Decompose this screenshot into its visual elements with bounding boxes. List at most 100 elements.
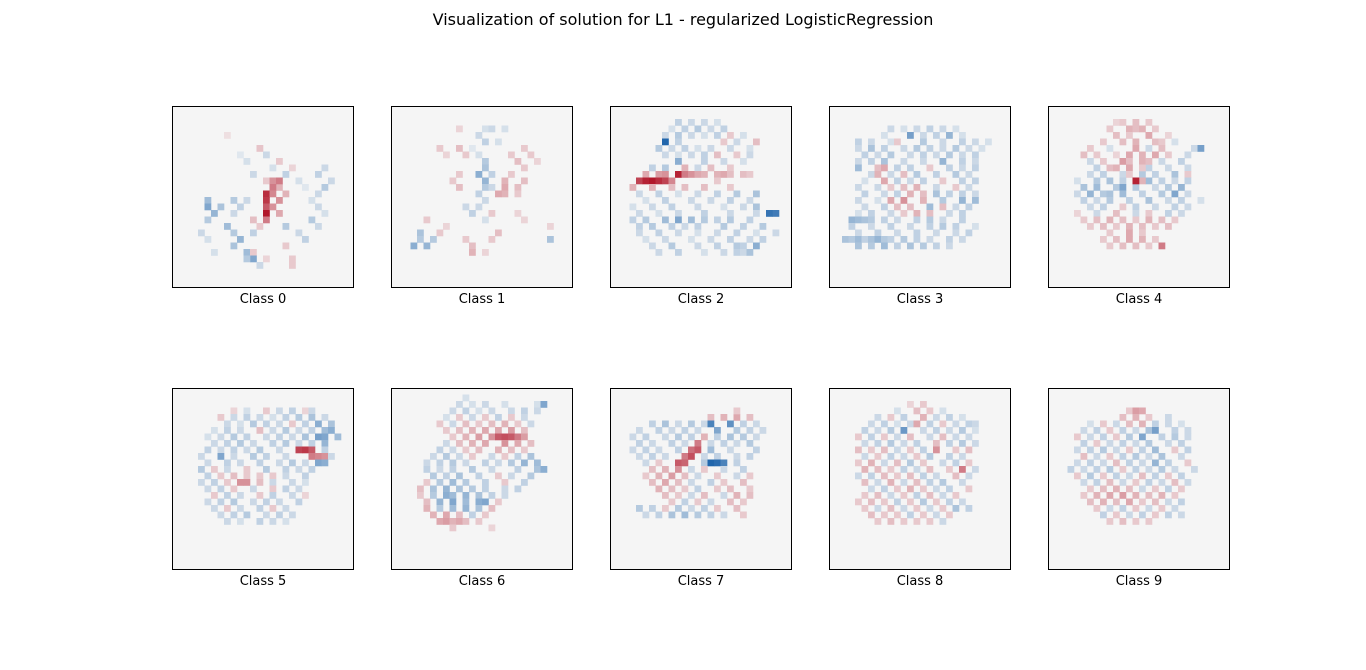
heatmap-cell [874,440,882,447]
heatmap-cell [913,407,921,415]
heatmap-cell [211,505,218,512]
heatmap-cell [772,229,780,237]
heatmap-cell [469,440,476,447]
heatmap-cell [855,433,862,441]
heatmap-panel-1: Class 1 [391,106,573,307]
heatmap-cell [855,184,862,191]
heatmap-cell [662,433,669,441]
heatmap-cell [462,479,470,486]
heatmap-cell [1119,216,1127,224]
heatmap-cell [1119,440,1127,447]
heatmap-cell [269,479,277,486]
heatmap-cell [1106,197,1114,204]
heatmap-cell [740,223,747,230]
heatmap-cell [733,492,741,499]
heatmap-cell [1184,459,1192,467]
heatmap-cell [308,453,316,460]
heatmap-cell [629,446,637,454]
heatmap-cell [681,472,689,480]
heatmap-cell [495,459,502,467]
heatmap-cell [1165,184,1172,191]
heatmap-cell [1158,190,1166,198]
heatmap-cell [965,171,973,178]
heatmap-cell [926,210,934,217]
heatmap-cell [1100,203,1107,211]
heatmap-cell [920,190,927,198]
heatmap-cell [701,171,708,178]
heatmap-cell [282,505,290,512]
heatmap-cell [321,453,329,460]
heatmap-cell [475,472,483,480]
heatmap-cell [959,216,966,224]
heatmap-cell [881,164,888,172]
heatmap-cell [861,177,869,185]
heatmap-cell [1113,511,1120,519]
heatmap-cell [475,407,483,415]
heatmap-cell [655,229,663,237]
heatmap-cell [939,197,947,204]
heatmap-panel-3: Class 3 [829,106,1011,307]
heatmap-cell [456,440,463,447]
heatmap-cell [740,158,747,165]
heatmap-cell [1113,433,1120,441]
heatmap-cell [894,472,901,480]
heatmap-cell [1132,407,1140,415]
heatmap-cell [946,427,953,434]
heatmap-cell [642,472,650,480]
heatmap-cell [482,479,489,486]
heatmap-cell [939,216,947,224]
heatmap-cell [868,459,875,467]
heatmap-cell [527,453,535,460]
heatmap-cell [946,440,953,447]
heatmap-cell [720,466,728,473]
heatmap-cell [972,190,979,198]
heatmap-cell [1152,125,1159,133]
heatmap-cell [701,492,708,499]
heatmap-cell [894,216,901,224]
heatmap-cell [1139,164,1146,172]
heatmap-cell [874,518,882,525]
heatmap-cell [230,197,238,204]
heatmap-cell [887,414,895,421]
heatmap-cell [1178,184,1185,191]
heatmap-cell [662,420,669,428]
heatmap-cell [714,119,721,126]
heatmap-cell [900,427,908,434]
heatmap-cell [952,472,960,480]
heatmap-cell [1106,229,1114,237]
heatmap-cell [926,203,934,211]
heatmap-cell [243,255,251,263]
heatmap-cell [269,427,277,434]
heatmap-cell [972,223,979,230]
heatmap-cell [668,242,676,250]
heatmap-cell [701,210,708,217]
heatmap-cell [449,505,457,512]
heatmap-cell [926,145,934,152]
heatmap-cell [740,249,747,256]
heatmap-cell [714,459,721,467]
heatmap-cell [694,145,702,152]
heatmap-cell [933,190,940,198]
heatmap-cell [482,440,489,447]
heatmap-cell [1080,440,1088,447]
heatmap-cell [295,485,303,493]
heatmap-cell [746,492,754,499]
heatmap-cell [913,492,921,499]
heatmap-cell [230,446,238,454]
heatmap-cell [759,236,767,243]
heatmap-cell [436,498,444,506]
heatmap-cell [1158,492,1166,499]
heatmap-panel-7: Class 7 [610,388,792,589]
heatmap-cell [321,459,329,467]
heatmap-cell [256,505,264,512]
heatmap-cell [263,177,270,185]
heatmap-cell [462,518,470,525]
heatmap-cell [263,151,270,159]
heatmap-cell [720,414,728,421]
heatmap-cell [881,190,888,198]
heatmap-cell [475,420,483,428]
heatmap-cell [939,459,947,467]
heatmap-cell [972,197,979,204]
heatmap-panel-6: Class 6 [391,388,573,589]
heatmap-cell [675,190,682,198]
